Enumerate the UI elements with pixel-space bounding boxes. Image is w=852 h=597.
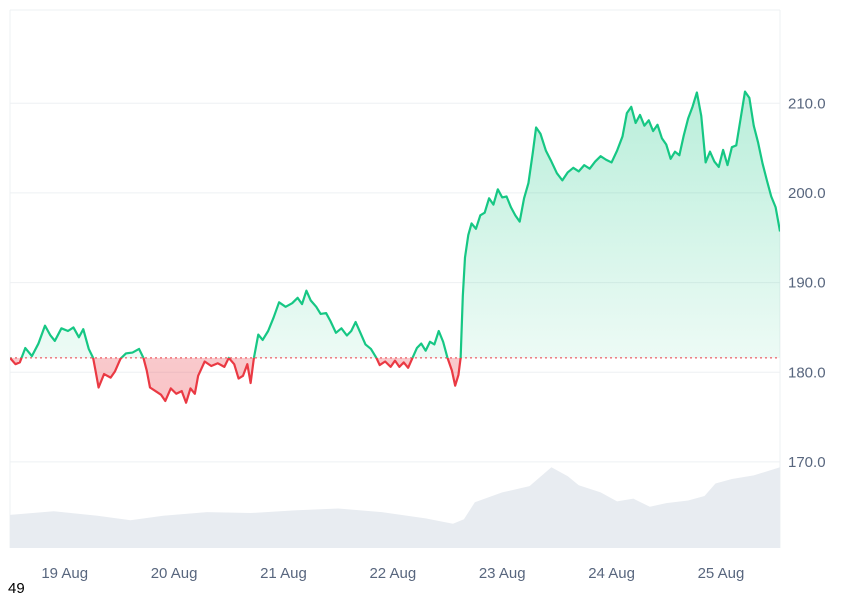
- x-axis: 19 Aug 20 Aug 21 Aug 22 Aug 23 Aug 24 Aug 25 A…: [41, 565, 744, 582]
- volume-area-path: [10, 467, 780, 548]
- y-tick-label: 170.0: [788, 454, 826, 471]
- x-tick-label: 21 Aug: [260, 565, 307, 582]
- y-axis: 170.0 180.0 190.0 200.0 210.0: [788, 95, 826, 471]
- y-tick-label: 190.0: [788, 275, 826, 292]
- x-tick-label: 20 Aug: [151, 565, 198, 582]
- y-tick-label: 180.0: [788, 364, 826, 381]
- y-tick-label: 200.0: [788, 185, 826, 202]
- x-tick-label: 25 Aug: [698, 565, 745, 582]
- price-fill: [10, 91, 780, 403]
- fill-above-baseline: [21, 91, 780, 358]
- volume-area: [10, 467, 780, 548]
- x-tick-label: 24 Aug: [588, 565, 635, 582]
- x-tick-label: 23 Aug: [479, 565, 526, 582]
- price-line-down[interactable]: [10, 92, 780, 404]
- price-line-up[interactable]: [10, 90, 780, 403]
- grid-lines: [9, 9, 781, 548]
- y-tick-label: 210.0: [788, 95, 826, 112]
- price-line[interactable]: [10, 90, 780, 404]
- fill-below-baseline: [10, 357, 780, 403]
- x-tick-label: 22 Aug: [369, 565, 416, 582]
- corner-label: 49: [8, 580, 25, 597]
- x-tick-label: 19 Aug: [41, 565, 88, 582]
